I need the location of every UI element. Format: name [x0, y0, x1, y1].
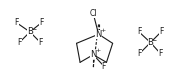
Text: F: F: [159, 27, 163, 36]
Text: −: −: [152, 37, 157, 42]
Text: B: B: [147, 38, 153, 47]
Text: F: F: [38, 38, 43, 47]
Text: B: B: [27, 27, 33, 36]
Text: +: +: [100, 28, 106, 33]
Text: N: N: [90, 50, 96, 59]
Text: F: F: [39, 18, 43, 27]
Text: +: +: [95, 48, 100, 53]
Text: F: F: [137, 27, 141, 36]
Text: N: N: [95, 30, 102, 39]
Text: Cl: Cl: [90, 9, 97, 18]
Text: F: F: [138, 49, 142, 58]
Text: −: −: [31, 26, 36, 31]
Text: F: F: [158, 49, 162, 58]
Text: F: F: [17, 38, 21, 47]
Text: F: F: [15, 18, 19, 27]
Text: F: F: [102, 62, 106, 71]
